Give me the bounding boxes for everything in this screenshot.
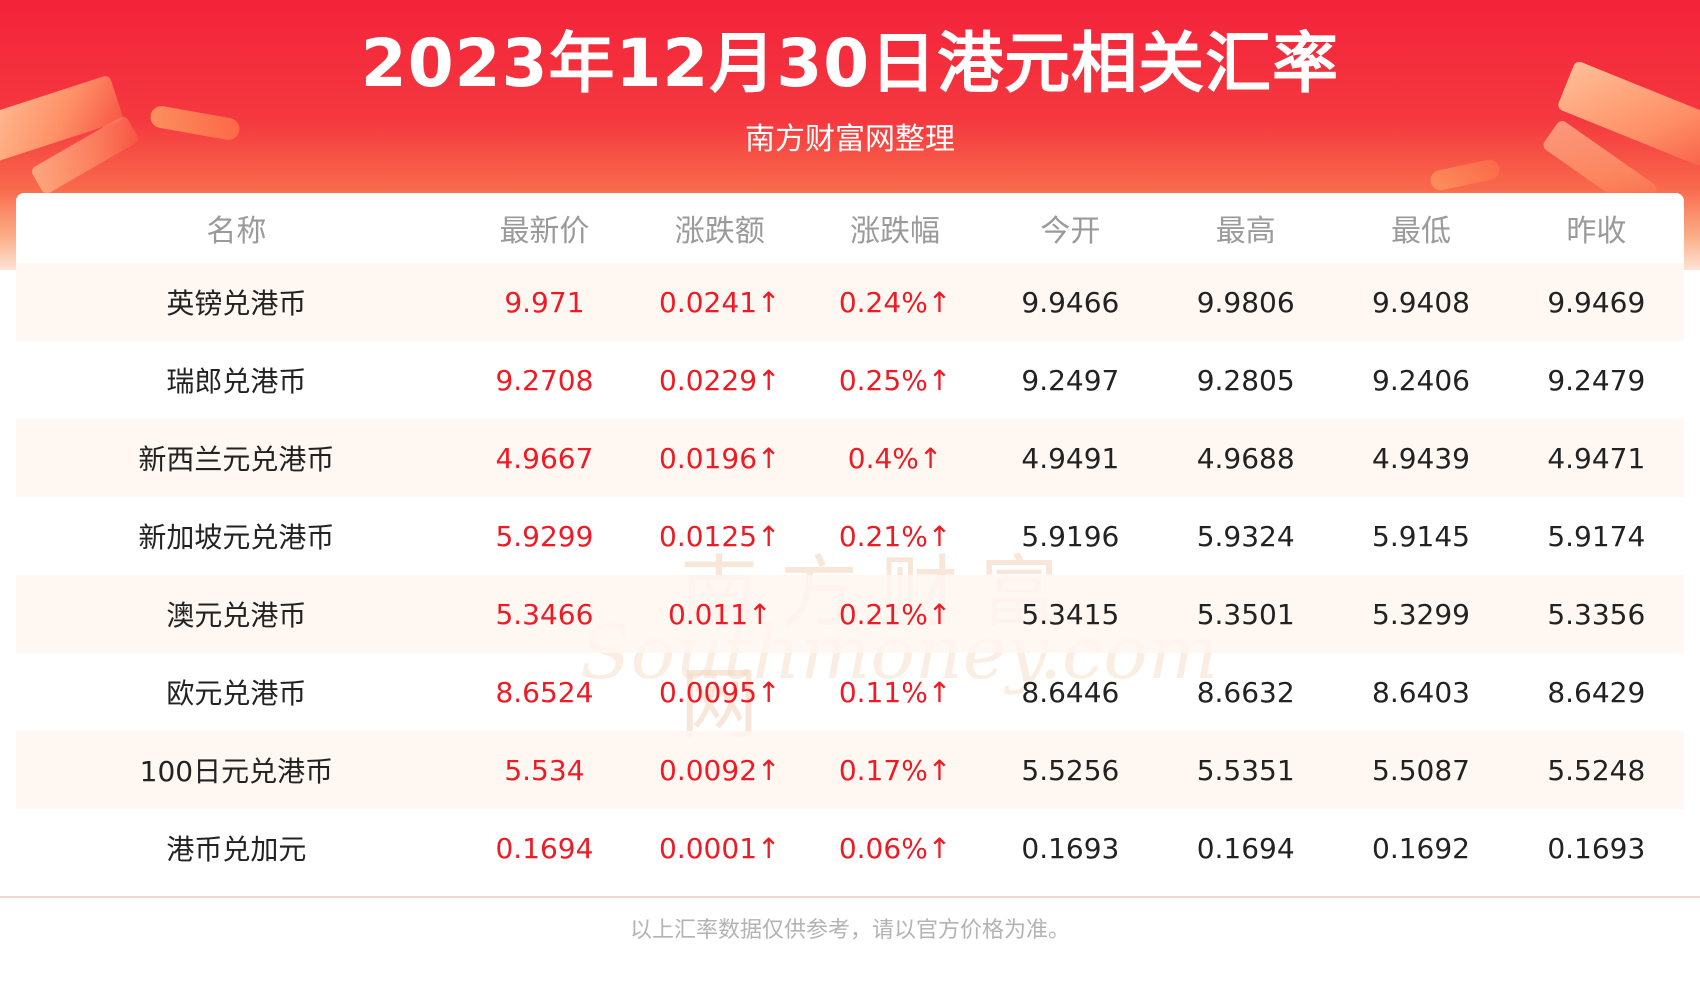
- cell-name: 瑞郎兑港币: [166, 365, 307, 398]
- cell-change: 0.0196↑: [632, 419, 808, 497]
- table-row: 新西兰元兑港币 4.9667 0.0196↑ 0.4%↑ 4.9491 4.96…: [16, 419, 1684, 497]
- cell-latest: 0.1694: [495, 831, 594, 865]
- cell-open: 9.9466: [982, 263, 1159, 341]
- cell-low: 5.9145: [1372, 519, 1470, 553]
- cell-change-pct: 0.17%↑: [807, 731, 983, 809]
- cell-open: 5.3415: [982, 575, 1159, 653]
- cell-open: 8.6446: [1021, 675, 1120, 709]
- cell-name: 英镑兑港币: [16, 263, 457, 341]
- cell-name: 欧元兑港币: [166, 677, 307, 710]
- cell-change-pct: 0.06%↑: [838, 831, 952, 865]
- cell-latest: 4.9667: [456, 419, 633, 497]
- cell-high: 5.5351: [1158, 731, 1334, 809]
- column-header-low: 最低: [1391, 214, 1451, 249]
- cell-change: 0.0241↑: [632, 263, 808, 341]
- cell-open: 5.9196: [1021, 519, 1120, 553]
- cell-name: 澳元兑港币: [16, 575, 457, 653]
- cell-prev-close: 5.5248: [1508, 731, 1684, 809]
- cell-low: 5.5087: [1333, 731, 1509, 809]
- cell-high: 4.9688: [1158, 419, 1334, 497]
- table-row: 澳元兑港币 5.3466 0.011↑ 0.21%↑ 5.3415 5.3501…: [16, 575, 1684, 653]
- page-title: 2023年12月30日港元相关汇率: [360, 25, 1340, 102]
- cell-change-pct: 0.21%↑: [838, 519, 952, 553]
- cell-name: 100日元兑港币: [16, 731, 457, 809]
- cell-change: 0.0001↑: [659, 831, 781, 865]
- cell-latest: 5.534: [456, 731, 633, 809]
- cell-low: 9.2406: [1372, 363, 1470, 397]
- cell-low: 5.3299: [1333, 575, 1509, 653]
- cell-open: 0.1693: [1021, 831, 1120, 865]
- cell-change-pct: 0.24%↑: [807, 263, 983, 341]
- cell-latest: 8.6524: [495, 675, 594, 709]
- cell-prev-close: 9.9469: [1508, 263, 1684, 341]
- table-row: 英镑兑港币 9.971 0.0241↑ 0.24%↑ 9.9466 9.9806…: [16, 263, 1684, 341]
- cell-change: 0.0229↑: [659, 363, 781, 397]
- cell-change: 0.011↑: [632, 575, 808, 653]
- column-header-open: 今开: [1040, 214, 1101, 249]
- page-subtitle: 南方财富网整理: [745, 122, 955, 157]
- cell-change-pct: 0.25%↑: [838, 363, 952, 397]
- cell-open: 9.2497: [1021, 363, 1120, 397]
- footer-disclaimer: 以上汇率数据仅供参考，请以官方价格为准。: [629, 918, 1070, 943]
- cell-prev-close: 9.2479: [1547, 363, 1646, 397]
- cell-change-pct: 0.21%↑: [807, 575, 983, 653]
- table-row: 新加坡元兑港币 5.9299 0.0125↑ 0.21%↑ 5.9196 5.9…: [16, 497, 1684, 575]
- cell-latest: 5.9299: [495, 519, 594, 553]
- cell-change-pct: 0.11%↑: [838, 675, 952, 709]
- footer-divider: [0, 896, 1700, 898]
- table-header-row: 名称 最新价 涨跌额 涨跌幅 今开 最高 最低 昨收: [16, 193, 1684, 263]
- cell-prev-close: 5.9174: [1547, 519, 1646, 553]
- cell-prev-close: 5.3356: [1508, 575, 1684, 653]
- exchange-rate-table: 名称 最新价 涨跌额 涨跌幅 今开 最高 最低 昨收 英镑兑港币 9.971 0…: [16, 193, 1684, 887]
- table-row: 欧元兑港币 8.6524 0.0095↑ 0.11%↑ 8.6446 8.663…: [16, 653, 1684, 731]
- cell-high: 5.9324: [1196, 519, 1295, 553]
- cell-change: 0.0095↑: [659, 675, 781, 709]
- decor-coin-shape: [1428, 157, 1502, 193]
- table-row: 港币兑加元 0.1694 0.0001↑ 0.06%↑ 0.1693 0.169…: [16, 809, 1684, 887]
- column-header-prev-close: 昨收: [1566, 214, 1627, 249]
- cell-high: 8.6632: [1196, 675, 1295, 709]
- cell-latest: 9.2708: [495, 363, 594, 397]
- cell-change: 0.0092↑: [632, 731, 808, 809]
- cell-open: 5.5256: [982, 731, 1159, 809]
- cell-name: 新西兰元兑港币: [16, 419, 457, 497]
- cell-change-pct: 0.4%↑: [807, 419, 983, 497]
- cell-prev-close: 8.6429: [1547, 675, 1646, 709]
- table-row: 100日元兑港币 5.534 0.0092↑ 0.17%↑ 5.5256 5.5…: [16, 731, 1684, 809]
- cell-low: 4.9439: [1333, 419, 1509, 497]
- cell-latest: 5.3466: [456, 575, 633, 653]
- cell-high: 9.2805: [1196, 363, 1295, 397]
- cell-prev-close: 4.9471: [1508, 419, 1684, 497]
- cell-change: 0.0125↑: [659, 519, 781, 553]
- cell-high: 9.9806: [1158, 263, 1334, 341]
- cell-high: 5.3501: [1158, 575, 1334, 653]
- cell-low: 9.9408: [1333, 263, 1509, 341]
- table-row: 瑞郎兑港币 9.2708 0.0229↑ 0.25%↑ 9.2497 9.280…: [16, 341, 1684, 419]
- cell-latest: 9.971: [456, 263, 633, 341]
- cell-open: 4.9491: [982, 419, 1159, 497]
- column-header-high: 最高: [1215, 214, 1276, 249]
- cell-name: 新加坡元兑港币: [138, 521, 335, 554]
- column-header-change-pct: 涨跌幅: [850, 214, 941, 249]
- cell-high: 0.1694: [1196, 831, 1295, 865]
- cell-name: 港币兑加元: [166, 833, 307, 866]
- cell-low: 0.1692: [1372, 831, 1470, 865]
- column-header-change: 涨跌额: [674, 214, 765, 249]
- column-header-latest: 最新价: [499, 214, 590, 249]
- cell-prev-close: 0.1693: [1547, 831, 1646, 865]
- column-header-name: 名称: [206, 214, 267, 249]
- rate-table-card: 名称 最新价 涨跌额 涨跌幅 今开 最高 最低 昨收 英镑兑港币 9.971 0…: [16, 193, 1684, 893]
- cell-low: 8.6403: [1372, 675, 1470, 709]
